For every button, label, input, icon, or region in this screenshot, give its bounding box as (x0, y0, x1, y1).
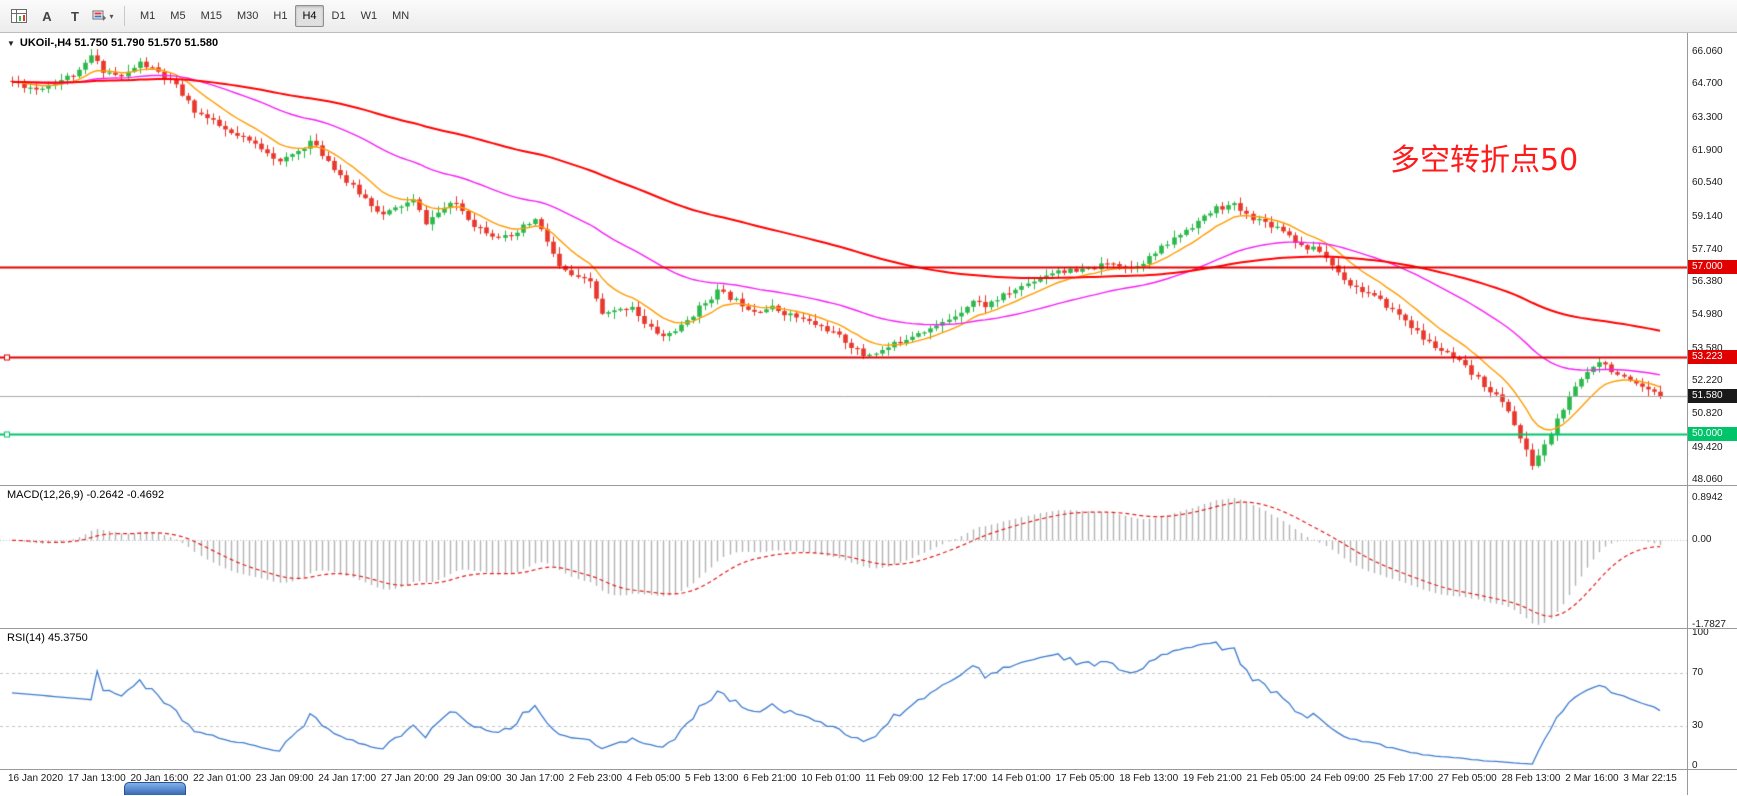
text-tool-button[interactable]: T (62, 4, 88, 28)
rsi-panel: RSI(14) 45.3750 100 70 30 0 (0, 629, 1737, 770)
rsi-axis-label: 70 (1692, 666, 1704, 678)
time-axis-label: 28 Feb 13:00 (1501, 773, 1561, 784)
price-axis-label: 61.900 (1692, 144, 1723, 156)
timeframe-button[interactable]: M15 (194, 5, 229, 27)
time-axis-row: 16 Jan 2020 17 Jan 13:00 20 Jan 16:00 22 Ja… (0, 770, 1737, 795)
time-axis-label: 25 Feb 17:00 (1374, 773, 1434, 784)
taskbar-fragment (124, 782, 186, 795)
rsi-axis-label: 0 (1692, 759, 1698, 769)
rsi-plot-area[interactable]: RSI(14) 45.3750 (0, 629, 1687, 769)
timeframe-button[interactable]: H1 (266, 5, 294, 27)
price-axis-label: 63.300 (1692, 111, 1723, 123)
macd-axis-label: 0.00 (1692, 534, 1712, 546)
time-axis-label: 18 Feb 13:00 (1119, 773, 1179, 784)
price-axis-label: 57.740 (1692, 243, 1723, 255)
time-axis-label: 12 Feb 17:00 (928, 773, 987, 784)
timeframe-button[interactable]: W1 (354, 5, 385, 27)
price-tag: 57.000 (1688, 260, 1737, 275)
main-chart-panel: ▼ UKOil-,H4 51.750 51.790 51.570 51.580 … (0, 33, 1737, 486)
symbol-dropdown-icon[interactable]: ▼ (7, 38, 15, 48)
timeframe-button[interactable]: MN (385, 5, 416, 27)
rsi-canvas[interactable] (0, 629, 1687, 769)
price-axis-label: 64.700 (1692, 78, 1723, 90)
time-axis-label: 5 Feb 13:00 (685, 773, 739, 784)
cursor-tool-button[interactable]: A (34, 4, 60, 28)
time-axis-label: 17 Jan 13:00 (67, 773, 126, 784)
price-tag: 50.000 (1688, 426, 1737, 441)
price-axis-label: 50.820 (1692, 408, 1723, 420)
chart-title: ▼ UKOil-,H4 51.750 51.790 51.570 51.580 (7, 37, 218, 49)
macd-label: MACD(12,26,9) -0.2642 -0.4692 (7, 489, 165, 501)
chart-grid-icon (11, 9, 27, 23)
price-axis-label: 59.140 (1692, 210, 1723, 222)
price-tag: 53.223 (1688, 350, 1737, 365)
time-axis-label: 23 Jan 09:00 (255, 773, 314, 784)
rsi-axis-label: 100 (1692, 629, 1709, 638)
time-axis-label: 16 Jan 2020 (8, 773, 64, 784)
timeframe-button[interactable]: M1 (133, 5, 162, 27)
macd-axis-label: -1.7827 (1692, 618, 1726, 628)
time-axis-corner (1687, 770, 1737, 795)
timeframe-button[interactable]: D1 (325, 5, 353, 27)
macd-axis-label: 0.8942 (1692, 492, 1723, 504)
rsi-axis-labels: 100 70 30 0 (1688, 629, 1737, 769)
price-axis-label: 52.220 (1692, 375, 1723, 387)
rsi-axis-label: 30 (1692, 720, 1704, 732)
time-axis-label: 20 Jan 16:00 (130, 773, 189, 784)
time-axis-label: 4 Feb 05:00 (626, 773, 681, 784)
macd-axis: 0.8942 0.00 -1.7827 (1687, 486, 1737, 628)
time-axis-label: 30 Jan 17:00 (506, 773, 564, 784)
rsi-axis: 100 70 30 0 (1687, 629, 1737, 769)
time-axis-label: 19 Feb 21:00 (1182, 773, 1242, 784)
time-axis-label: 2 Feb 23:00 (568, 773, 623, 784)
time-axis-label: 22 Jan 01:00 (193, 773, 251, 784)
toolbar-separator (124, 6, 125, 26)
price-tags: 57.000 53.223 51.580 50.000 (1688, 33, 1737, 485)
price-axis-label: 49.420 (1692, 441, 1723, 453)
rsi-label: RSI(14) 45.3750 (7, 632, 88, 644)
timeframe-buttons: M1 M5 M15 M30 H1 H4 D1 W1 MN (133, 5, 416, 27)
price-axis: 66.060 64.700 63.300 61.900 60.540 59.140 57.7… (1687, 33, 1737, 485)
time-axis-label: 11 Feb 09:00 (865, 773, 924, 784)
macd-panel: MACD(12,26,9) -0.2642 -0.4692 0.8942 0.00… (0, 486, 1737, 629)
time-axis-label: 27 Feb 05:00 (1437, 773, 1497, 784)
time-axis-label: 24 Feb 09:00 (1310, 773, 1370, 784)
price-axis-label: 54.980 (1692, 309, 1723, 321)
color-scheme-button[interactable]: ▾ (90, 4, 116, 28)
time-axis: 16 Jan 2020 17 Jan 13:00 20 Jan 16:00 22 Ja… (0, 770, 1687, 795)
time-axis-label: 10 Feb 01:00 (801, 773, 861, 784)
price-axis-labels: 66.060 64.700 63.300 61.900 60.540 59.140 57.7… (1688, 33, 1737, 485)
time-axis-label: 17 Feb 05:00 (1055, 773, 1115, 784)
paint-icon (92, 10, 107, 21)
macd-canvas[interactable] (0, 486, 1687, 628)
price-axis-label: 66.060 (1692, 46, 1723, 58)
time-axis-label: 21 Feb 05:00 (1246, 773, 1306, 784)
timeframe-button[interactable]: M30 (230, 5, 265, 27)
time-axis-label: 24 Jan 17:00 (318, 773, 377, 784)
time-axis-label: 14 Feb 01:00 (991, 773, 1051, 784)
time-axis-label: 29 Jan 09:00 (443, 773, 502, 784)
time-axis-label: 2 Mar 16:00 (1565, 773, 1619, 784)
time-axis-label: 3 Mar 22:15 (1623, 773, 1677, 784)
price-tag: 51.580 (1688, 389, 1737, 404)
symbol-ohlc-text: UKOil-,H4 51.750 51.790 51.570 51.580 (19, 37, 219, 49)
time-axis-label: 27 Jan 20:00 (380, 773, 439, 784)
time-axis-labels: 16 Jan 2020 17 Jan 13:00 20 Jan 16:00 22 Ja… (0, 770, 1687, 784)
macd-plot-area[interactable]: MACD(12,26,9) -0.2642 -0.4692 (0, 486, 1687, 628)
timeframe-button[interactable]: H4 (295, 5, 324, 27)
price-axis-label: 48.060 (1692, 474, 1723, 485)
price-plot-area[interactable]: ▼ UKOil-,H4 51.750 51.790 51.570 51.580 … (0, 33, 1687, 485)
candlestick-canvas[interactable] (0, 33, 1687, 485)
macd-axis-labels: 0.8942 0.00 -1.7827 (1688, 486, 1737, 628)
chart-text-annotation[interactable]: 多空转折点50 (1390, 143, 1579, 178)
time-axis-label: 6 Feb 21:00 (743, 773, 797, 784)
top-toolbar: A T ▾ M1 M5 M15 M30 H1 H4 D1 W1 MN (0, 0, 1737, 33)
chart-window-icon-button[interactable] (6, 4, 32, 28)
dropdown-caret-icon: ▾ (109, 11, 114, 21)
price-axis-label: 53.580 (1692, 342, 1723, 354)
price-axis-label: 60.540 (1692, 177, 1723, 189)
timeframe-button[interactable]: M5 (163, 5, 192, 27)
price-axis-label: 56.380 (1692, 276, 1723, 288)
